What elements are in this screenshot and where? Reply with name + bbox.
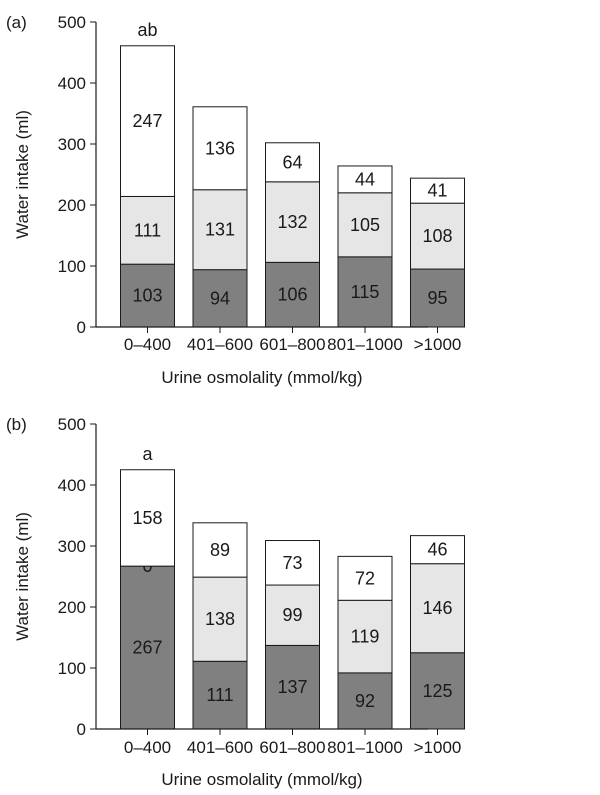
y-tick-label: 300	[58, 135, 86, 154]
y-tick-label: 100	[58, 257, 86, 276]
y-tick-label: 400	[58, 476, 86, 495]
y-tick-label: 200	[58, 196, 86, 215]
bar-segment-light	[192, 576, 248, 662]
x-tick-label: 801–1000	[327, 738, 403, 757]
data-label: 72	[355, 568, 375, 588]
x-tick-label: 401–600	[187, 738, 253, 757]
data-label: 44	[355, 169, 375, 189]
data-label: 136	[205, 138, 235, 158]
data-label: 267	[132, 638, 162, 658]
x-tick-label: 0–400	[124, 738, 171, 757]
x-tick-label: 601–800	[259, 335, 325, 354]
data-label: 64	[282, 152, 302, 172]
y-tick-label: 500	[58, 13, 86, 32]
data-label: 94	[210, 288, 230, 308]
data-label: 103	[132, 286, 162, 306]
bar-segment-dark	[192, 269, 248, 328]
bar-segment-white	[192, 106, 248, 191]
data-label: 125	[422, 681, 452, 701]
bar-segment-dark	[337, 672, 393, 730]
x-tick-label: >1000	[414, 738, 462, 757]
bar-segment-white	[192, 522, 248, 578]
x-tick-label: 401–600	[187, 335, 253, 354]
significance-label: ab	[137, 20, 157, 40]
data-label: 119	[351, 627, 380, 647]
x-tick-label: 0–400	[124, 335, 171, 354]
y-tick-label: 0	[77, 720, 86, 739]
data-label: 105	[350, 215, 380, 235]
panel-label: (b)	[6, 415, 27, 434]
data-label: 99	[282, 605, 302, 625]
data-label: 115	[351, 282, 380, 302]
data-label: 137	[277, 677, 307, 697]
data-label: 146	[422, 598, 452, 618]
data-label: 158	[132, 508, 162, 528]
bar-segment-white	[410, 177, 465, 204]
data-label: 73	[282, 553, 302, 573]
y-tick-label: 500	[58, 415, 86, 434]
bar-segment-light	[265, 181, 320, 263]
bar-segment-white	[337, 165, 393, 194]
data-label: 247	[132, 111, 162, 131]
y-axis-title: Water intake (ml)	[13, 512, 32, 641]
bar-segment-dark	[265, 261, 320, 328]
bar-segment-white	[265, 540, 320, 586]
y-tick-label: 400	[58, 74, 86, 93]
bar-segment-white	[120, 45, 175, 197]
panel-label: (a)	[6, 13, 27, 32]
y-tick-label: 0	[77, 318, 86, 337]
data-label: 95	[427, 288, 447, 308]
data-label: 111	[134, 220, 161, 240]
bar-segment-white	[120, 469, 175, 567]
y-axis-title: Water intake (ml)	[13, 110, 32, 239]
y-tick-label: 100	[58, 659, 86, 678]
bar-segment-light	[265, 584, 320, 646]
y-tick-label: 200	[58, 598, 86, 617]
data-label: 41	[427, 181, 447, 201]
y-tick-label: 300	[58, 537, 86, 556]
bar-segment-dark	[120, 263, 175, 328]
significance-label: a	[142, 444, 153, 464]
bar-segment-light	[120, 195, 175, 265]
data-label: 108	[422, 226, 452, 246]
data-label: 132	[277, 212, 307, 232]
x-axis-title: Urine osmolality (mmol/kg)	[161, 368, 362, 387]
bar-segment-dark	[120, 565, 175, 730]
bar-segment-white	[265, 142, 320, 183]
data-label: 131	[205, 220, 235, 240]
data-label: 106	[277, 285, 307, 305]
data-label: 92	[355, 691, 375, 711]
x-tick-label: >1000	[414, 335, 462, 354]
bar-segment-light	[192, 189, 248, 271]
bar-segment-light	[410, 563, 465, 654]
data-label: 111	[206, 685, 233, 705]
bar-segment-white	[410, 535, 465, 565]
bar-segment-white	[337, 555, 393, 601]
x-tick-label: 801–1000	[327, 335, 403, 354]
bar-segment-dark	[265, 644, 320, 730]
bar-segment-light	[337, 192, 393, 258]
bar-segment-light	[337, 599, 393, 674]
x-tick-label: 601–800	[259, 738, 325, 757]
data-label: 89	[210, 540, 230, 560]
data-label: 46	[427, 540, 447, 560]
data-label: 138	[205, 609, 235, 629]
x-axis-title: Urine osmolality (mmol/kg)	[161, 770, 362, 789]
